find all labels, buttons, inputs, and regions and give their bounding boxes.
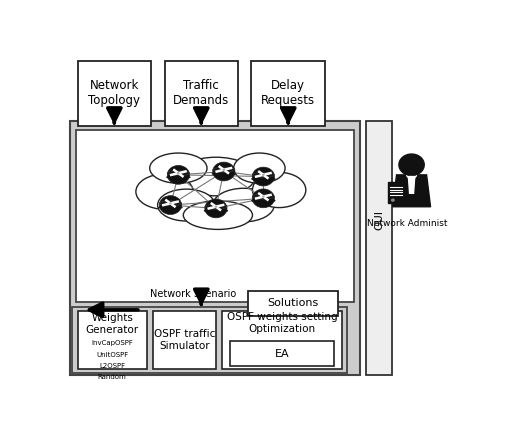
Text: Network Scenario: Network Scenario <box>149 289 235 299</box>
Text: Random: Random <box>98 374 126 380</box>
Circle shape <box>262 174 264 176</box>
Ellipse shape <box>183 201 252 229</box>
Text: Solutions: Solutions <box>267 298 318 308</box>
Circle shape <box>390 198 394 202</box>
Circle shape <box>177 172 179 174</box>
Ellipse shape <box>213 188 274 222</box>
Text: Network
Topology: Network Topology <box>88 79 140 107</box>
Circle shape <box>169 202 172 204</box>
Text: L2OSPF: L2OSPF <box>99 363 125 368</box>
Bar <box>70 121 359 375</box>
Bar <box>152 311 215 368</box>
Ellipse shape <box>159 201 181 206</box>
Circle shape <box>222 169 224 171</box>
Circle shape <box>262 195 264 198</box>
Bar <box>164 61 237 126</box>
Ellipse shape <box>252 172 274 177</box>
Text: InvCapOSPF: InvCapOSPF <box>91 341 133 347</box>
Bar <box>72 307 347 373</box>
Text: Network Administ: Network Administ <box>366 219 447 228</box>
Ellipse shape <box>166 175 190 180</box>
Bar <box>365 121 391 375</box>
Text: Delay
Requests: Delay Requests <box>261 79 315 107</box>
Ellipse shape <box>176 157 255 196</box>
Ellipse shape <box>252 172 305 208</box>
Circle shape <box>205 199 227 218</box>
Ellipse shape <box>150 153 207 183</box>
Circle shape <box>167 165 189 184</box>
Ellipse shape <box>251 176 275 181</box>
Circle shape <box>214 206 217 208</box>
Ellipse shape <box>158 205 182 210</box>
Text: OSPF traffic
Simulator: OSPF traffic Simulator <box>153 329 215 351</box>
Ellipse shape <box>135 174 193 209</box>
Polygon shape <box>408 177 414 193</box>
Text: Weights
Generator: Weights Generator <box>86 313 138 335</box>
Bar <box>75 129 354 303</box>
Ellipse shape <box>157 189 214 221</box>
Ellipse shape <box>167 170 189 176</box>
Circle shape <box>252 189 274 208</box>
Text: OSPF weights setting
Optimization: OSPF weights setting Optimization <box>227 312 337 334</box>
Bar <box>229 341 334 366</box>
Ellipse shape <box>205 204 227 209</box>
Bar <box>247 291 338 316</box>
Polygon shape <box>392 175 430 207</box>
Bar <box>77 61 151 126</box>
Text: EA: EA <box>274 349 289 359</box>
Circle shape <box>159 196 181 215</box>
Text: GUI: GUI <box>373 210 383 230</box>
Ellipse shape <box>204 208 228 213</box>
Ellipse shape <box>233 153 285 183</box>
Bar <box>387 181 404 203</box>
Ellipse shape <box>212 167 235 172</box>
Bar <box>251 61 324 126</box>
Bar <box>221 311 342 368</box>
Circle shape <box>398 154 423 176</box>
Bar <box>77 311 147 368</box>
Text: UnitOSPF: UnitOSPF <box>96 351 128 358</box>
Ellipse shape <box>252 194 274 199</box>
Ellipse shape <box>211 171 236 177</box>
Circle shape <box>212 162 235 181</box>
Circle shape <box>252 167 274 186</box>
Ellipse shape <box>251 198 275 203</box>
Text: Traffic
Demands: Traffic Demands <box>173 79 229 107</box>
